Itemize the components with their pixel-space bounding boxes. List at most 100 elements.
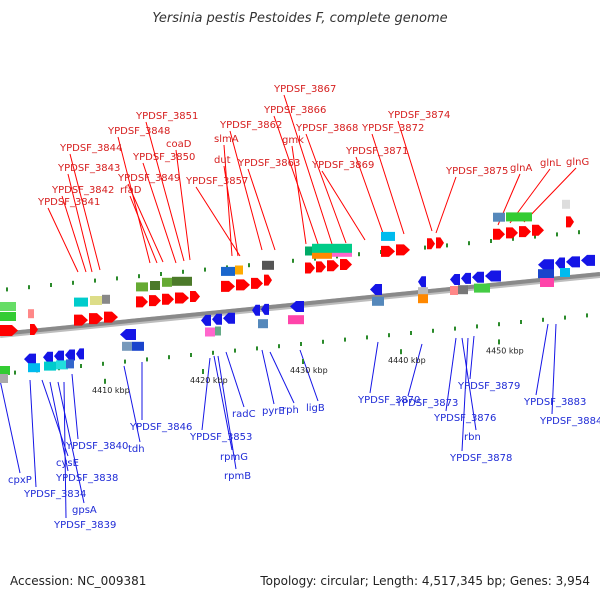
forward-gene-arrow (251, 277, 263, 289)
forward-gene-label: YPDSF_3871 (345, 146, 408, 157)
forward-gene-arrow (74, 314, 88, 326)
forward-track-dot (160, 272, 162, 276)
scale-ticks: 4410 kbp 4420 kbp 4430 kbp 4440 kbp 4450 kbp (6, 230, 588, 395)
forward-label-connector (195, 186, 241, 257)
forward-track-dot (512, 236, 514, 241)
forward-gene-label: YPDSF_3844 (59, 143, 122, 154)
reverse-label-connector (123, 365, 141, 443)
forward-annotation-block (562, 199, 570, 209)
scale-tick-label: 4420 kbp (190, 376, 228, 385)
reverse-track-dot (102, 361, 104, 366)
forward-track-dot (358, 252, 360, 257)
forward-gene-label: YPDSF_3851 (135, 111, 198, 122)
reverse-gene-label: gpsA (72, 505, 97, 516)
forward-annotation-block (150, 281, 160, 290)
reverse-label-connector (201, 357, 211, 431)
forward-gene-label: YPDSF_3866 (263, 105, 326, 116)
forward-gene-label: coaD (166, 139, 192, 150)
forward-annotation-block (136, 282, 148, 292)
reverse-label-connector (551, 323, 557, 415)
reverse-gene-arrow (76, 348, 84, 360)
reverse-gene-arrow (370, 284, 382, 295)
reverse-label-connector (369, 341, 379, 394)
scale-tick-label: 4450 kbp (486, 346, 524, 355)
forward-gene-label: YPDSF_3848 (107, 126, 170, 137)
scale-tick-mark (302, 359, 304, 364)
reverse-track-dot (190, 353, 192, 357)
forward-label-connector (142, 162, 177, 264)
reverse-gene-arrow (223, 312, 235, 324)
reverse-annotation-block (372, 296, 384, 306)
forward-gene-label: YPDSF_3863 (237, 158, 300, 169)
forward-gene-arrow (381, 245, 395, 257)
reverse-gene-arrow (24, 353, 36, 365)
reverse-gene-label: YPDSF_3873 (395, 398, 458, 409)
forward-annotation-block (172, 276, 192, 286)
forward-label-connector (229, 130, 263, 251)
reverse-label-connector (461, 337, 477, 431)
connector-lines (0, 94, 577, 519)
reverse-annotation-block (538, 269, 554, 279)
forward-gene-label: rfaD (120, 185, 142, 196)
reverse-gene-arrow (566, 256, 580, 268)
scale-tick-mark (104, 378, 106, 384)
reverse-gene-arrow (120, 329, 136, 340)
forward-annotation-block (493, 212, 505, 222)
reverse-label-connector (71, 373, 79, 440)
forward-track-dot (578, 230, 580, 235)
forward-label-connector (67, 173, 93, 273)
forward-label-connector (355, 156, 385, 237)
forward-gene-arrow (175, 292, 189, 304)
gene-features (0, 199, 595, 383)
forward-gene-label: YPDSF_3868 (295, 123, 358, 134)
reverse-track-dot (432, 328, 434, 333)
reverse-gene-label: radC (232, 409, 256, 420)
forward-gene-arrow (506, 227, 518, 239)
reverse-gene-label: YPDSF_3853 (189, 432, 252, 443)
reverse-gene-arrow (485, 270, 501, 282)
reverse-annotation-block (66, 359, 74, 369)
forward-gene-arrow (340, 259, 352, 270)
reverse-gene-label: ligB (306, 403, 325, 414)
forward-gene-arrow (104, 311, 118, 323)
forward-gene-arrow (162, 293, 174, 305)
scale-tick-label: 4440 kbp (388, 356, 426, 365)
forward-gene-label: YPDSF_3842 (51, 185, 114, 196)
reverse-gene-arrow (581, 254, 595, 266)
forward-track-dot (292, 258, 294, 263)
forward-gene-label: YPDSF_3874 (387, 110, 450, 121)
scale-tick-label: 4430 kbp (290, 366, 328, 375)
reverse-label-connector (461, 337, 469, 452)
forward-label-connector (223, 165, 239, 257)
forward-annotation-block (102, 294, 110, 304)
forward-gene-arrow (566, 216, 574, 228)
accession-text: Accession: NC_009381 (10, 574, 147, 588)
forward-track-dot (248, 263, 250, 268)
forward-track-dot (534, 234, 536, 239)
forward-gene-label: YPDSF_3857 (185, 176, 248, 187)
forward-gene-label: YPDSF_3849 (117, 173, 180, 184)
reverse-gene-label: YPDSF_3876 (433, 413, 496, 424)
forward-gene-label: YPDSF_3869 (311, 160, 374, 171)
scale-tick-label: 4410 kbp (92, 386, 130, 395)
reverse-gene-arrow (472, 271, 484, 283)
forward-label-connector (69, 153, 101, 271)
forward-gene-arrow (89, 313, 103, 325)
reverse-gene-label: rpmG (220, 452, 248, 463)
forward-label-connector (47, 207, 79, 273)
reverse-gene-label: YPDSF_3846 (129, 422, 192, 433)
reverse-annotation-block (288, 315, 304, 325)
forward-gene-label: gmk (282, 135, 304, 146)
forward-label-connector (397, 120, 433, 232)
forward-gene-arrow (436, 237, 444, 249)
forward-annotation-block (90, 296, 102, 305)
forward-label-connector (435, 176, 457, 234)
reverse-label-connector (445, 337, 457, 412)
reverse-annotation-block (0, 366, 10, 375)
reverse-track-dot (476, 324, 478, 329)
reverse-annotation-block (56, 360, 68, 370)
reverse-track-dot (520, 320, 522, 324)
reverse-annotation-block (215, 326, 221, 336)
reverse-label-connector (261, 349, 275, 405)
